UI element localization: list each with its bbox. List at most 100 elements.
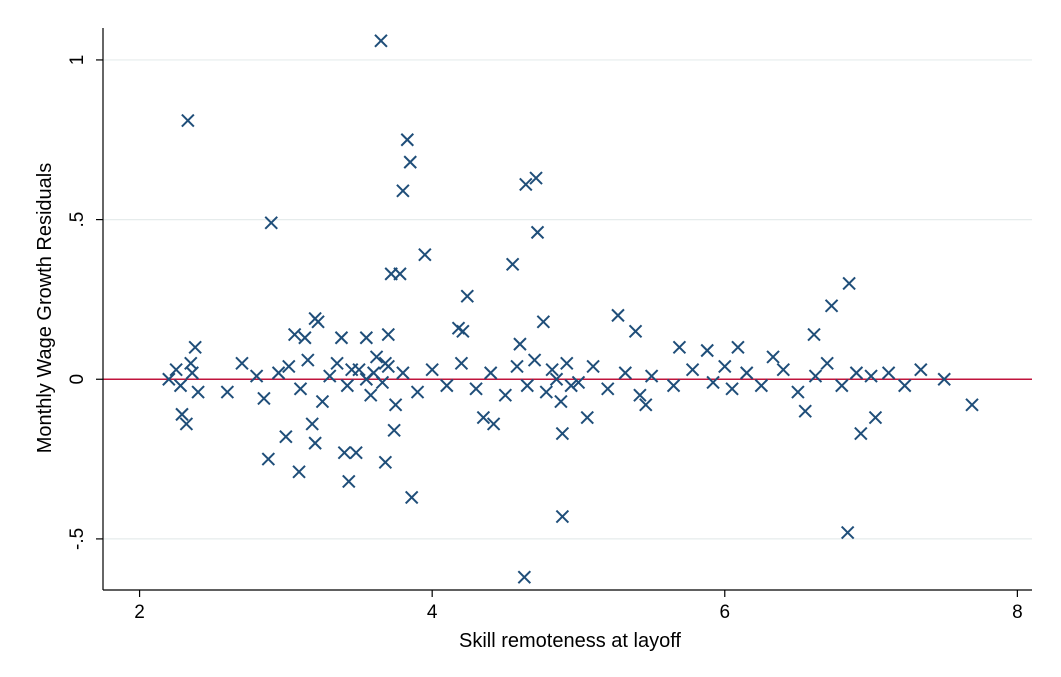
data-point-71: [220, 385, 235, 399]
data-point-18: [842, 276, 856, 291]
data-point-75: [271, 366, 286, 380]
data-point-15: [611, 308, 625, 323]
data-point-117: [808, 369, 823, 383]
data-point-29: [513, 337, 527, 351]
data-point-43: [404, 490, 419, 505]
data-point-84: [364, 388, 378, 402]
data-point-32: [700, 343, 714, 358]
y-tick-label-2: .5: [67, 212, 88, 228]
data-point-8: [418, 248, 432, 262]
data-point-67: [173, 378, 188, 393]
data-point-7: [393, 267, 407, 281]
data-point-108: [644, 369, 659, 383]
data-point-9: [519, 177, 533, 192]
axes: -.5 0 .5 1 2 4 6 8: [67, 28, 1032, 623]
data-point-74: [257, 391, 271, 406]
data-point-72: [235, 356, 249, 370]
y-tick-label-0: -.5: [67, 528, 88, 550]
data-point-106: [601, 382, 615, 396]
data-point-109: [666, 378, 681, 393]
data-point-126: [564, 378, 578, 393]
data-point-60: [914, 362, 928, 377]
data-point-70: [185, 366, 199, 380]
data-point-36: [292, 465, 306, 479]
data-point-37: [279, 430, 293, 444]
data-point-115: [776, 362, 790, 377]
data-point-127: [345, 362, 359, 377]
data-point-56: [305, 417, 319, 431]
data-point-30: [188, 340, 202, 355]
data-point-13: [460, 289, 474, 303]
data-point-65: [162, 372, 176, 386]
data-point-69: [191, 385, 205, 399]
data-point-24: [334, 331, 349, 345]
data-point-22: [287, 327, 302, 342]
data-point-50: [179, 417, 194, 431]
data-point-19: [807, 327, 821, 342]
data-point-40: [349, 445, 363, 460]
data-point-119: [835, 378, 849, 393]
data-point-113: [740, 366, 754, 380]
data-point-100: [539, 385, 553, 399]
data-point-25: [359, 331, 374, 345]
data-point-88: [388, 398, 403, 412]
data-point-116: [791, 385, 805, 399]
data-point-12: [505, 257, 520, 272]
data-point-48: [868, 410, 883, 425]
data-point-118: [820, 356, 834, 370]
data-point-21: [311, 315, 325, 329]
data-point-14: [536, 315, 551, 329]
data-point-101: [545, 362, 559, 377]
data-point-128: [378, 356, 393, 370]
data-point-46: [840, 525, 855, 540]
data-point-78: [301, 353, 315, 367]
data-point-39: [337, 445, 352, 460]
data-point-0: [181, 113, 195, 128]
data-point-99: [527, 353, 542, 367]
data-point-73: [249, 369, 264, 383]
data-point-92: [440, 378, 454, 393]
data-point-124: [366, 366, 381, 380]
data-point-38: [308, 436, 322, 450]
data-point-96: [498, 388, 513, 402]
data-points: [162, 34, 979, 584]
data-point-104: [571, 375, 586, 390]
data-point-94: [469, 382, 483, 396]
data-point-107: [618, 366, 632, 380]
data-point-90: [410, 385, 425, 399]
data-point-105: [586, 359, 600, 374]
data-point-4: [400, 133, 415, 147]
data-point-64: [725, 382, 739, 396]
data-point-121: [864, 369, 878, 383]
x-tick-label-3: 8: [1012, 602, 1023, 623]
data-point-93: [454, 356, 469, 370]
data-point-17: [824, 299, 839, 313]
data-point-112: [718, 359, 732, 374]
data-point-11: [530, 225, 545, 240]
data-point-53: [486, 417, 501, 431]
data-point-79: [315, 394, 330, 409]
data-point-66: [169, 362, 183, 377]
data-point-55: [387, 423, 401, 438]
data-point-63: [633, 388, 647, 402]
data-point-58: [798, 404, 812, 418]
data-point-44: [555, 509, 570, 524]
data-point-110: [685, 362, 700, 377]
data-point-45: [517, 570, 532, 584]
data-point-23: [298, 331, 312, 345]
data-point-10: [529, 171, 543, 185]
data-point-82: [340, 378, 355, 393]
data-point-91: [425, 362, 439, 377]
data-point-111: [706, 375, 720, 390]
data-point-57: [639, 398, 653, 412]
data-point-1: [374, 34, 388, 48]
data-point-34: [766, 350, 780, 364]
data-point-114: [754, 378, 769, 393]
y-axis-title: Monthly Wage Growth Residuals: [34, 163, 56, 454]
data-point-16: [628, 324, 643, 339]
data-point-122: [881, 366, 896, 380]
x-tick-label-0: 2: [134, 602, 145, 623]
data-point-120: [849, 366, 864, 380]
